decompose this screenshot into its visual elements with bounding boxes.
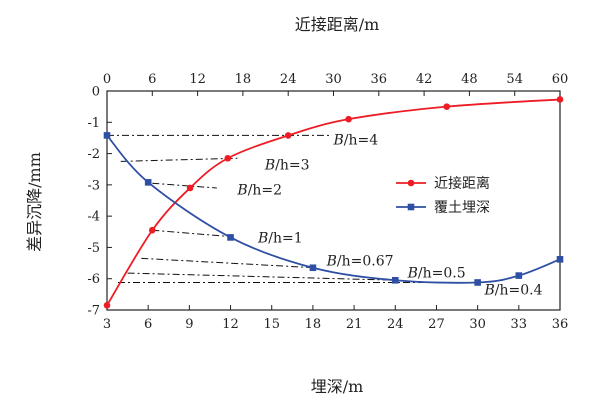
bottom-tick-label: 36	[552, 317, 569, 332]
data-point-1	[284, 132, 292, 139]
bottom-tick-label: 21	[346, 317, 363, 332]
annotation-label-italic: B	[484, 283, 495, 299]
data-point-2	[309, 264, 317, 272]
bottom-tick-label: 12	[222, 317, 239, 332]
annotation-label-rest: /h=0.4	[495, 283, 543, 299]
top-tick-label: 60	[552, 72, 569, 87]
annotation-label-italic: B	[326, 254, 337, 270]
top-tick-label: 30	[325, 72, 342, 87]
data-point-1	[103, 302, 111, 309]
y-tick-label: -2	[87, 147, 100, 162]
data-point-1	[186, 184, 194, 192]
annotation-label: B/h=0.67	[326, 254, 394, 270]
top-tick-label: 0	[103, 72, 111, 87]
data-point-1	[224, 154, 232, 162]
bottom-tick-label: 15	[263, 317, 280, 332]
data-point-2	[227, 234, 234, 241]
bottom-tick-label: 18	[305, 317, 322, 332]
data-point-2	[391, 276, 399, 284]
legend-marker-2	[407, 203, 415, 211]
annotation-label-italic: B	[264, 158, 275, 174]
data-point-1	[556, 96, 564, 103]
annotation-label: B/h=1	[257, 230, 303, 246]
top-tick-label: 24	[280, 72, 297, 87]
data-point-2	[103, 132, 111, 139]
annotation-line	[127, 272, 399, 281]
annotation-line	[152, 182, 217, 189]
data-point-2	[515, 272, 523, 279]
top-tick-label: 42	[416, 72, 433, 87]
annotation-line	[152, 229, 230, 237]
y-tick-label: -4	[87, 210, 100, 225]
annotation-line	[141, 257, 316, 269]
annotation-label-rest: /h=0.5	[418, 265, 466, 281]
top-tick-label: 36	[371, 72, 388, 87]
axes: 0-1-2-3-4-5-6-73 6 9 12 15 18 21 24 27 30 33 360 6 12…	[87, 72, 568, 332]
top-tick-label: 54	[506, 72, 523, 87]
top-tick-label: 6	[148, 72, 156, 87]
data-point-2	[144, 179, 152, 186]
legend-label-2: 覆土埋深	[434, 200, 490, 216]
annotation-label-rest: /h=4	[344, 132, 378, 148]
bottom-tick-label: 9	[185, 317, 193, 332]
data-point-1	[345, 115, 352, 123]
bottom-tick-label: 3	[103, 317, 111, 332]
top-axis-label: 近接距离/m	[295, 15, 380, 34]
bottom-tick-label: 6	[144, 317, 152, 332]
y-tick-label: -7	[87, 304, 100, 319]
data-point-2	[556, 256, 564, 263]
annotation-label: B/h=4	[333, 132, 379, 148]
annotation-label-rest: /h=2	[248, 183, 282, 199]
annotation-label: B/h=0.4	[484, 283, 543, 299]
plot-frame	[106, 90, 561, 311]
annotation-label-rest: /h=0.67	[337, 254, 394, 270]
annotation-label-rest: /h=3	[275, 158, 309, 174]
series-line-2	[106, 134, 561, 284]
annotation-label: B/h=3	[264, 158, 310, 174]
legend-marker-1	[407, 179, 415, 187]
annotation-label-rest: /h=1	[268, 230, 302, 246]
legend-label-1: 近接距离	[434, 175, 490, 192]
annotation-line	[120, 157, 238, 162]
annotation-label: B/h=2	[236, 183, 282, 199]
y-tick-label: -1	[87, 116, 100, 131]
y-tick-label: -6	[87, 272, 100, 287]
y-tick-label: -5	[87, 241, 100, 256]
top-tick-label: 48	[461, 72, 478, 87]
data-point-1	[149, 226, 156, 234]
bottom-axis-label: 埋深/m	[311, 377, 364, 396]
annotation-label-italic: B	[236, 183, 247, 199]
y-tick-label: -3	[87, 178, 100, 193]
annotation-label-italic: B	[407, 265, 418, 281]
bottom-tick-label: 33	[511, 317, 528, 332]
bottom-tick-label: 27	[428, 317, 445, 332]
top-tick-label: 12	[189, 72, 206, 87]
annotation-label-italic: B	[257, 230, 268, 246]
bottom-tick-label: 30	[469, 317, 486, 332]
data-point-2	[474, 279, 481, 286]
data-point-1	[443, 103, 451, 110]
y-tick-label: 0	[92, 85, 100, 100]
series-layer	[103, 96, 564, 309]
top-tick-label: 18	[235, 72, 252, 87]
annotation-label-italic: B	[333, 132, 344, 148]
annotation-label: B/h=0.5	[407, 265, 466, 281]
bottom-tick-label: 24	[387, 317, 404, 332]
left-axis-label: 差异沉降/mm	[25, 152, 44, 252]
